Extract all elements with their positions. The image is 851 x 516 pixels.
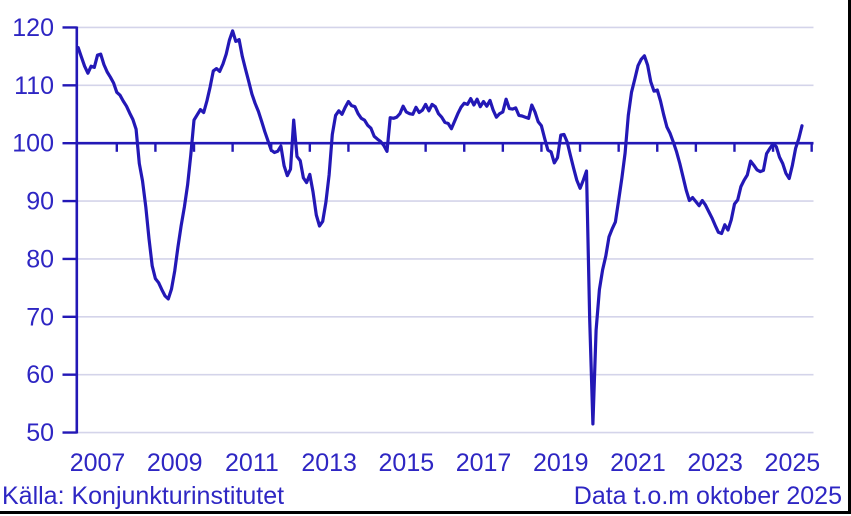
x-label-2015: 2015 [379,449,435,477]
window-edge-right [848,0,851,514]
x-label-2009: 2009 [147,449,203,477]
y-tick-label-60: 60 [26,361,54,389]
data-through-caption: Data t.o.m oktober 2025 [573,482,842,510]
x-label-2023: 2023 [687,449,743,477]
y-tick-label-80: 80 [26,245,54,273]
indicator-line [76,29,804,426]
y-tick-label-110: 110 [14,72,54,100]
x-label-2017: 2017 [456,449,512,477]
y-tick-label-120: 120 [12,14,54,42]
x-label-2011: 2011 [225,449,279,477]
x-label-2025: 2025 [765,449,821,477]
y-tick-label-70: 70 [26,303,54,331]
window-edge-bottom [0,511,851,514]
y-tick-label-100: 100 [12,130,54,158]
y-tick-label-90: 90 [26,188,54,216]
y-tick-label-50: 50 [26,419,54,447]
x-label-2021: 2021 [610,449,666,477]
x-label-2019: 2019 [533,449,589,477]
source-caption: Källa: Konjunkturinstitutet [2,482,285,510]
x-label-2007: 2007 [70,449,126,477]
x-label-2013: 2013 [301,449,357,477]
